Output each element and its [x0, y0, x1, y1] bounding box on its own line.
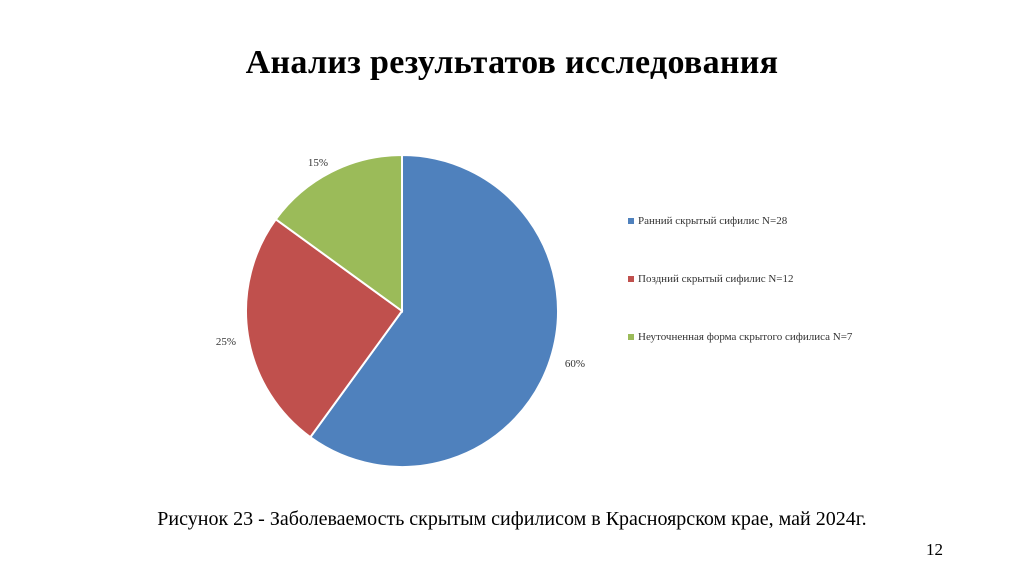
- pie-slice-label-1: 60%: [565, 358, 585, 370]
- pie-slice-1: [308, 153, 559, 468]
- legend-label-2: Поздний скрытый сифилис N=12: [638, 273, 794, 285]
- figure-caption: Рисунок 23 - Заболеваемость скрытым сифи…: [157, 508, 867, 530]
- pie-slice-label-2: 25%: [216, 336, 236, 348]
- pie-slice-3: [274, 153, 403, 313]
- legend-swatch-3: [628, 334, 634, 340]
- pie-slice-label-3: 15%: [308, 157, 328, 169]
- legend-swatch-2: [628, 276, 634, 282]
- legend-item-1: Ранний скрытый сифилис N=28: [628, 214, 868, 228]
- legend-label-3: Неуточненная форма скрытого сифилиса N=7: [638, 331, 853, 343]
- legend-swatch-1: [628, 218, 634, 224]
- legend-label-1: Ранний скрытый сифилис N=28: [638, 215, 788, 227]
- page-number: 12: [926, 540, 943, 559]
- legend-item-2: Поздний скрытый сифилис N=12: [628, 272, 868, 286]
- legend-item-3: Неуточненная форма скрытого сифилиса N=7: [628, 330, 868, 344]
- pie-slice-2: [245, 217, 404, 439]
- slide-title: Анализ результатов исследования: [245, 44, 779, 81]
